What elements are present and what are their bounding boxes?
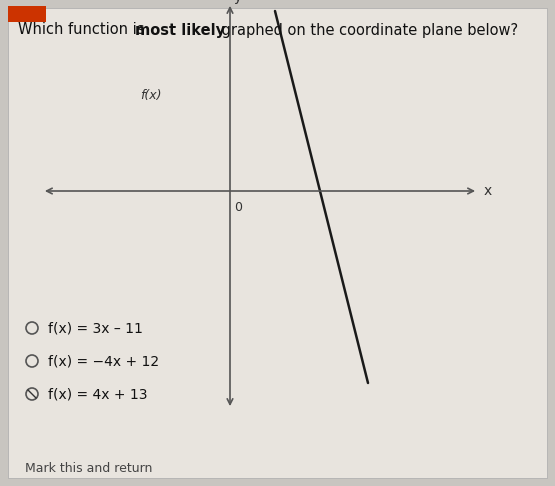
Text: most likely: most likely [135,22,225,37]
Text: y: y [234,0,242,4]
Text: f(x) = −4x + 12: f(x) = −4x + 12 [48,354,159,368]
Text: f(x) = 3x – 11: f(x) = 3x – 11 [48,321,143,335]
Text: 0: 0 [234,201,242,214]
Text: graphed on the coordinate plane below?: graphed on the coordinate plane below? [217,22,518,37]
Text: Mark this and return: Mark this and return [25,462,153,474]
Text: x: x [484,184,492,198]
Text: f(x): f(x) [140,88,162,102]
Text: Which function is: Which function is [18,22,149,37]
Bar [8,6,46,22]
Text: f(x) = 4x + 13: f(x) = 4x + 13 [48,387,148,401]
